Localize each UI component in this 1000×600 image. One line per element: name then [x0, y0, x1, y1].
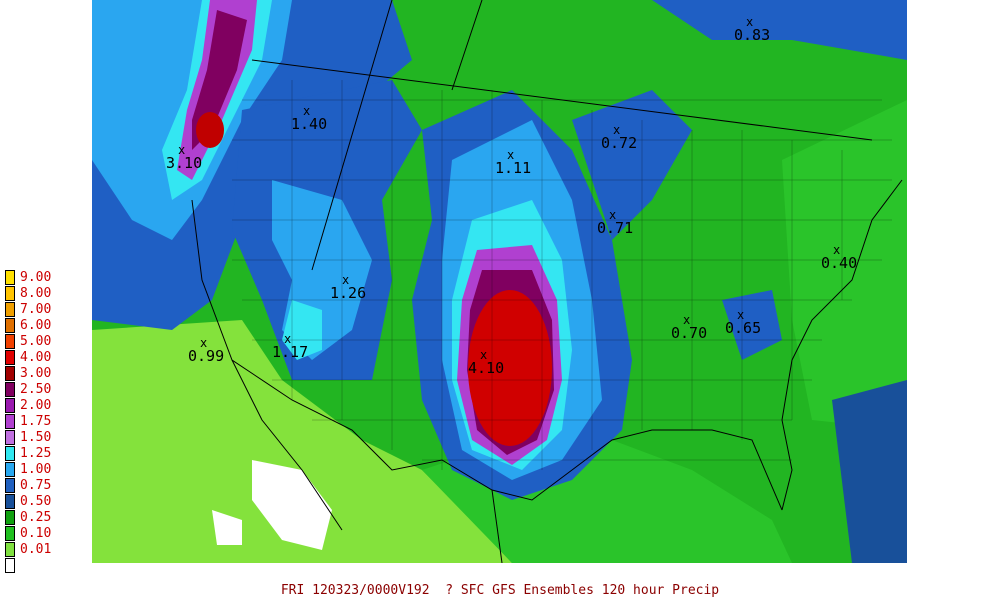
legend-label: 0.01 — [20, 542, 52, 557]
station-marker: x — [507, 148, 514, 162]
legend-swatch — [5, 382, 15, 397]
county-grid — [232, 80, 892, 490]
station-value: 0.70 — [671, 324, 707, 342]
station-marker: x — [200, 336, 207, 350]
legend-row: 2.00 — [4, 398, 64, 414]
legend-swatch — [5, 478, 15, 493]
station-value: 1.11 — [495, 159, 531, 177]
legend-swatch — [5, 366, 15, 381]
legend-label: 0.25 — [20, 510, 52, 525]
southeast-blue — [832, 380, 907, 563]
legend-label: 1.00 — [20, 462, 52, 477]
legend-row: 0.25 — [4, 510, 64, 526]
legend-swatch — [5, 286, 15, 301]
legend-row: 0.50 — [4, 494, 64, 510]
legend-row: 1.00 — [4, 462, 64, 478]
northeast-blue — [652, 0, 907, 60]
legend-row: 8.00 — [4, 286, 64, 302]
legend-swatch — [5, 302, 15, 317]
mexico-white — [212, 510, 242, 545]
station-marker: x — [613, 123, 620, 137]
station-value: 0.99 — [188, 347, 224, 365]
legend-swatch — [5, 558, 15, 573]
legend-label: 1.50 — [20, 430, 52, 445]
station-value: 0.83 — [734, 26, 770, 44]
station-marker: x — [683, 313, 690, 327]
legend-row: 1.25 — [4, 446, 64, 462]
station-marker: x — [833, 243, 840, 257]
legend-label: 0.50 — [20, 494, 52, 509]
station-value: 0.40 — [821, 254, 857, 272]
legend-label: 6.00 — [20, 318, 52, 333]
legend-row: 0.10 — [4, 526, 64, 542]
station-marker: x — [609, 208, 616, 222]
station-marker: x — [342, 273, 349, 287]
legend-row: 7.00 — [4, 302, 64, 318]
legend-swatch — [5, 430, 15, 445]
baja-white — [252, 460, 332, 550]
legend-row: 1.75 — [4, 414, 64, 430]
legend-row: 0.75 — [4, 478, 64, 494]
station-value: 3.10 — [166, 154, 202, 172]
legend-label: 7.00 — [20, 302, 52, 317]
ocean-light-green — [92, 320, 512, 563]
plains-red — [468, 290, 552, 446]
legend-row — [4, 558, 64, 574]
station-marker: x — [178, 143, 185, 157]
legend-label: 2.00 — [20, 398, 52, 413]
legend-swatch — [5, 270, 15, 285]
east-blue — [572, 90, 692, 240]
legend-swatch — [5, 414, 15, 429]
station-value: 0.71 — [597, 219, 633, 237]
nw-red — [196, 112, 224, 148]
legend-label: 2.50 — [20, 382, 52, 397]
legend-row: 0.01 — [4, 542, 64, 558]
legend-row: 9.00 — [4, 270, 64, 286]
legend-swatch — [5, 334, 15, 349]
legend-swatch — [5, 398, 15, 413]
legend-label: 0.10 — [20, 526, 52, 541]
legend-swatch — [5, 446, 15, 461]
legend-label: 3.00 — [20, 366, 52, 381]
legend-row: 5.00 — [4, 334, 64, 350]
legend-swatch — [5, 350, 15, 365]
legend-swatch — [5, 318, 15, 333]
station-marker: x — [284, 332, 291, 346]
legend-row: 1.50 — [4, 430, 64, 446]
station-marker: x — [303, 104, 310, 118]
station-value: 1.17 — [272, 343, 308, 361]
legend-swatch — [5, 542, 15, 557]
station-value: 0.72 — [601, 134, 637, 152]
station-values: x0.83x3.10x1.40x1.11x0.72x0.71x0.40x1.26… — [166, 15, 857, 377]
legend-swatch — [5, 510, 15, 525]
station-value: 1.26 — [330, 284, 366, 302]
legend-label: 1.25 — [20, 446, 52, 461]
map-caption: FRI 120323/0000V192 ? SFC GFS Ensembles … — [280, 583, 720, 598]
station-value: 0.65 — [725, 319, 761, 337]
legend-row: 3.00 — [4, 366, 64, 382]
atlantic-green — [782, 100, 907, 430]
legend-row: 2.50 — [4, 382, 64, 398]
precip-map: x0.83x3.10x1.40x1.11x0.72x0.71x0.40x1.26… — [92, 0, 907, 563]
legend-swatch — [5, 526, 15, 541]
station-marker: x — [480, 348, 487, 362]
legend-label: 8.00 — [20, 286, 52, 301]
legend-label: 0.75 — [20, 478, 52, 493]
legend-label: 4.00 — [20, 350, 52, 365]
east-coast-blue — [722, 290, 782, 360]
station-marker: x — [746, 15, 753, 29]
legend-label: 9.00 — [20, 270, 52, 285]
legend-label: 1.75 — [20, 414, 52, 429]
legend-swatch — [5, 494, 15, 509]
station-value: 1.40 — [291, 115, 327, 133]
legend-row: 6.00 — [4, 318, 64, 334]
station-value: 4.10 — [468, 359, 504, 377]
legend-row: 4.00 — [4, 350, 64, 366]
legend-swatch — [5, 462, 15, 477]
station-marker: x — [737, 308, 744, 322]
precip-legend: 9.00 8.00 7.00 6.00 5.00 4.00 3.00 2.50 2.00 1.75… — [4, 270, 64, 574]
legend-label: 5.00 — [20, 334, 52, 349]
